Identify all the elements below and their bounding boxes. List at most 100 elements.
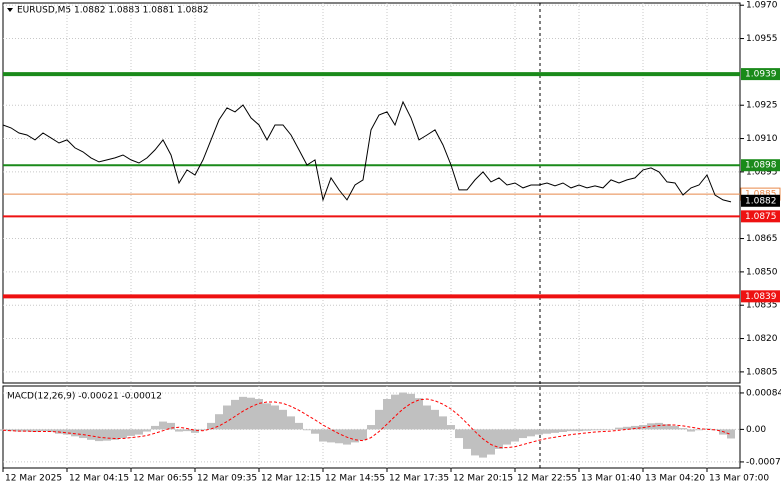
macd-bar <box>399 392 407 430</box>
macd-bar <box>439 416 447 430</box>
macd-bar <box>663 424 671 430</box>
level-label-box <box>741 159 780 172</box>
macd-bar <box>47 429 55 432</box>
macd-bar <box>215 414 223 430</box>
level-label-box <box>741 210 780 223</box>
macd-bar <box>607 429 615 430</box>
macd-bar <box>311 429 319 434</box>
macd-bar <box>183 429 191 432</box>
x-tick-label: 12 Mar 20:15 <box>453 474 513 484</box>
y-tick-label: 1.0955 <box>746 34 778 44</box>
macd-bar <box>31 429 39 432</box>
macd-bar <box>623 426 631 430</box>
y-tick-label: 1.0895 <box>746 167 778 177</box>
macd-bar <box>423 405 431 430</box>
macd-bar <box>135 429 143 435</box>
x-tick-label: 13 Mar 04:20 <box>645 474 705 484</box>
macd-bar <box>223 405 231 430</box>
x-tick-label: 12 Mar 06:55 <box>133 474 193 484</box>
macd-bar <box>367 425 375 430</box>
macd-bar <box>71 429 79 437</box>
macd-bar <box>271 405 279 430</box>
macd-bar <box>471 429 479 456</box>
y2-tick-label: -0.00075 <box>746 457 781 467</box>
last-price-box <box>741 194 780 207</box>
macd-bar <box>455 429 463 439</box>
symbol-menu-icon <box>7 8 13 12</box>
x-tick-label: 13 Mar 01:40 <box>581 474 641 484</box>
level-label-box <box>741 68 780 81</box>
macd-bar <box>511 429 519 442</box>
macd-bar <box>111 429 119 440</box>
macd-bar <box>535 429 543 435</box>
macd-bar <box>15 429 23 432</box>
y-tick-label: 1.0970 <box>746 1 778 11</box>
macd-bar <box>231 399 239 430</box>
x-tick-label: 12 Mar 14:55 <box>325 474 385 484</box>
x-tick-label: 12 Mar 12:15 <box>261 474 321 484</box>
macd-title: MACD(12,26,9) -0.00021 -0.00012 <box>7 392 162 402</box>
macd-bar <box>63 429 71 435</box>
macd-bar <box>127 429 135 436</box>
macd-bar <box>199 429 207 431</box>
macd-bar <box>527 429 535 437</box>
macd-bar <box>671 425 679 430</box>
level-label: 1.0875 <box>745 212 777 222</box>
macd-bar <box>679 428 687 430</box>
macd-bar <box>383 399 391 430</box>
macd-bar <box>23 429 31 432</box>
y2-tick-label: 0.00 <box>746 425 766 435</box>
y-tick-label: 1.0865 <box>746 234 778 244</box>
macd-bar <box>247 397 255 430</box>
price-panel <box>2 2 741 384</box>
y-tick-label: 1.0820 <box>746 334 778 344</box>
macd-bar <box>631 425 639 430</box>
chart-title: EURUSD,M5 1.0882 1.0883 1.0881 1.0882 <box>17 6 209 16</box>
macd-bar <box>143 429 151 432</box>
signal-line <box>2 398 732 449</box>
macd-bar <box>431 409 439 430</box>
x-tick-label: 12 Mar 2025 <box>5 474 62 484</box>
macd-bar <box>415 398 423 430</box>
macd-bar <box>727 429 735 439</box>
macd-bar <box>255 399 263 430</box>
macd-bar <box>335 429 343 444</box>
macd-bar <box>79 429 87 439</box>
y-tick-label: 1.0910 <box>746 134 778 144</box>
macd-bar <box>295 422 303 430</box>
macd-bar <box>583 429 591 431</box>
level-label: 1.0939 <box>745 70 777 80</box>
macd-bar <box>391 394 399 430</box>
macd-bar <box>487 429 495 455</box>
y-tick-label: 1.0805 <box>746 367 778 377</box>
level-label-box <box>741 290 780 303</box>
macd-bar <box>479 429 487 458</box>
macd-bar <box>495 429 503 449</box>
macd-bar <box>543 429 551 434</box>
y2-tick-label: 0.00084 <box>746 388 781 398</box>
level-label: 1.0839 <box>745 292 777 302</box>
macd-bar <box>39 429 47 432</box>
y-tick-label: 1.0835 <box>746 301 778 311</box>
macd-bar <box>567 429 575 432</box>
x-tick-label: 12 Mar 09:35 <box>197 474 257 484</box>
macd-bar <box>375 409 383 430</box>
macd-bar <box>319 429 327 442</box>
macd-bar <box>463 429 471 449</box>
level-label: 1.0898 <box>745 161 777 171</box>
y-tick-label: 1.0850 <box>746 267 778 277</box>
macd-bar <box>191 429 199 433</box>
macd-panel <box>2 385 741 469</box>
macd-bar <box>303 429 311 431</box>
macd-bar <box>615 427 623 430</box>
macd-bar <box>503 429 511 445</box>
macd-bar <box>655 422 663 430</box>
macd-bar <box>647 423 655 430</box>
macd-bar <box>695 429 703 431</box>
price-line <box>2 100 732 203</box>
x-tick-label: 13 Mar 07:00 <box>709 474 769 484</box>
macd-bar <box>103 429 111 441</box>
x-tick-label: 12 Mar 22:55 <box>517 474 577 484</box>
macd-bar <box>175 429 183 432</box>
